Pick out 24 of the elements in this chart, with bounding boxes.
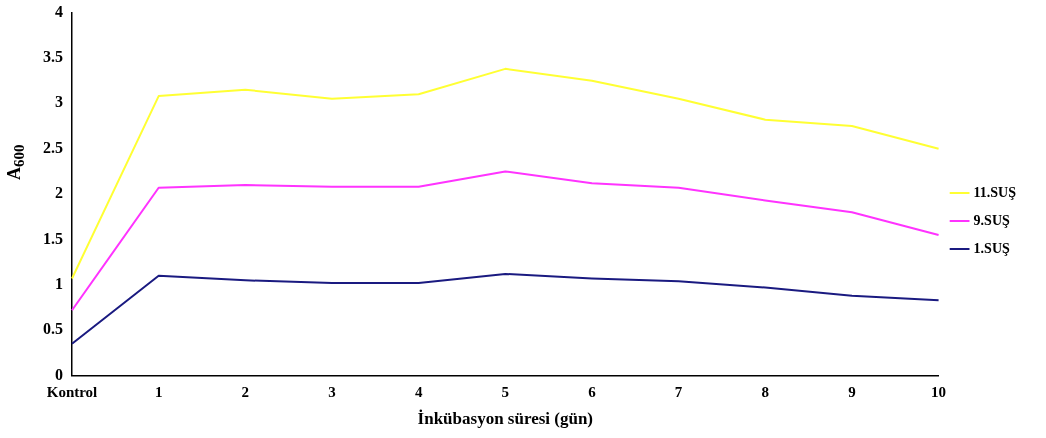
y-tick-label: 1 bbox=[55, 274, 63, 292]
y-tick-label: 3.5 bbox=[43, 48, 63, 66]
x-tick-label: 7 bbox=[674, 384, 683, 401]
x-tick-label: 2 bbox=[241, 384, 250, 401]
y-tick-label: 2 bbox=[55, 184, 63, 202]
legend-label: 9.SUŞ bbox=[973, 212, 1010, 228]
legend-label: 11.SUŞ bbox=[973, 184, 1017, 200]
y-tick-label: 0.5 bbox=[43, 320, 63, 338]
x-tick-label: 9 bbox=[848, 384, 856, 401]
y-tick-label: 4 bbox=[55, 2, 63, 20]
x-tick-label: 4 bbox=[414, 384, 423, 401]
x-tick-label: 8 bbox=[761, 384, 770, 401]
x-axis-title: İnkübasyon süresi (gün) bbox=[417, 409, 594, 429]
x-tick-label: 10 bbox=[931, 384, 947, 401]
x-tick-label: Kontrol bbox=[46, 384, 98, 401]
x-tick-label: 3 bbox=[328, 384, 336, 401]
y-tick-label: 1.5 bbox=[43, 229, 63, 247]
y-tick-label: 2.5 bbox=[43, 138, 63, 156]
legend-label: 1.SUŞ bbox=[973, 240, 1010, 256]
x-tick-label: 5 bbox=[501, 384, 510, 401]
x-tick-label: 6 bbox=[588, 384, 597, 401]
x-tick-label: 1 bbox=[154, 384, 163, 401]
y-tick-label: 3 bbox=[55, 93, 63, 111]
y-tick-label: 0 bbox=[55, 365, 63, 383]
